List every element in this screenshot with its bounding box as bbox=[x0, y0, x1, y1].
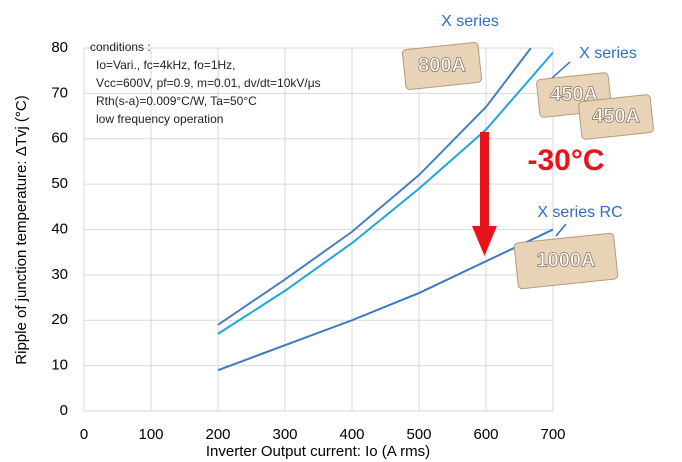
module-label: 800A bbox=[418, 54, 466, 76]
y-tick-label: 0 bbox=[60, 402, 68, 419]
lines bbox=[218, 48, 553, 370]
y-tick-label: 40 bbox=[51, 220, 68, 237]
series-label: X series RC bbox=[537, 204, 622, 221]
series-label: X series bbox=[441, 13, 499, 30]
y-tick-label: 50 bbox=[51, 175, 68, 192]
reduction-label: -30°C bbox=[527, 144, 604, 177]
x-tick-label: 600 bbox=[473, 426, 498, 443]
x-axis-title: Inverter Output current: Io (A rms) bbox=[206, 443, 430, 460]
y-axis-title: Ripple of junction temperature: ΔTvj (°C… bbox=[13, 95, 30, 364]
chart: Ripple of junction temperature: ΔTvj (°C… bbox=[0, 0, 682, 462]
series-line bbox=[218, 230, 553, 371]
series-label: X series bbox=[579, 45, 637, 62]
y-tick-label: 60 bbox=[51, 130, 68, 147]
pointer bbox=[556, 224, 566, 236]
y-tick-label: 70 bbox=[51, 84, 68, 101]
x-tick-label: 400 bbox=[339, 426, 364, 443]
annotations: X series 800A X series 450A 450A X serie… bbox=[402, 13, 654, 289]
y-tick-label: 80 bbox=[51, 39, 68, 56]
condition-line: conditions : bbox=[90, 40, 151, 54]
module-label: 450A bbox=[592, 105, 640, 127]
pointer bbox=[552, 62, 570, 78]
x-tick-label: 700 bbox=[540, 426, 565, 443]
condition-line: Vcc=600V, pf=0.9, m=0.01, dv/dt=10kV/μs bbox=[96, 76, 321, 90]
y-tick-label: 10 bbox=[51, 357, 68, 374]
x-tick-label: 500 bbox=[406, 426, 431, 443]
x-tick-label: 300 bbox=[272, 426, 297, 443]
y-tick-label: 30 bbox=[51, 266, 68, 283]
x-tick-label: 200 bbox=[205, 426, 230, 443]
x-tick-label: 0 bbox=[80, 426, 88, 443]
module-label: 1000A bbox=[537, 249, 596, 271]
condition-line: Rth(s-a)=0.009°C/W, Ta=50°C bbox=[96, 94, 257, 108]
reduction-arrow-head bbox=[472, 226, 497, 256]
reduction-arrow bbox=[480, 132, 489, 228]
condition-line: Io=Vari., fc=4kHz, fo=1Hz, bbox=[96, 58, 236, 72]
x-tick-label: 100 bbox=[138, 426, 163, 443]
y-tick-label: 20 bbox=[51, 311, 68, 328]
condition-line: low frequency operation bbox=[96, 112, 223, 126]
conditions: conditions : Io=Vari., fc=4kHz, fo=1Hz, … bbox=[90, 40, 321, 126]
